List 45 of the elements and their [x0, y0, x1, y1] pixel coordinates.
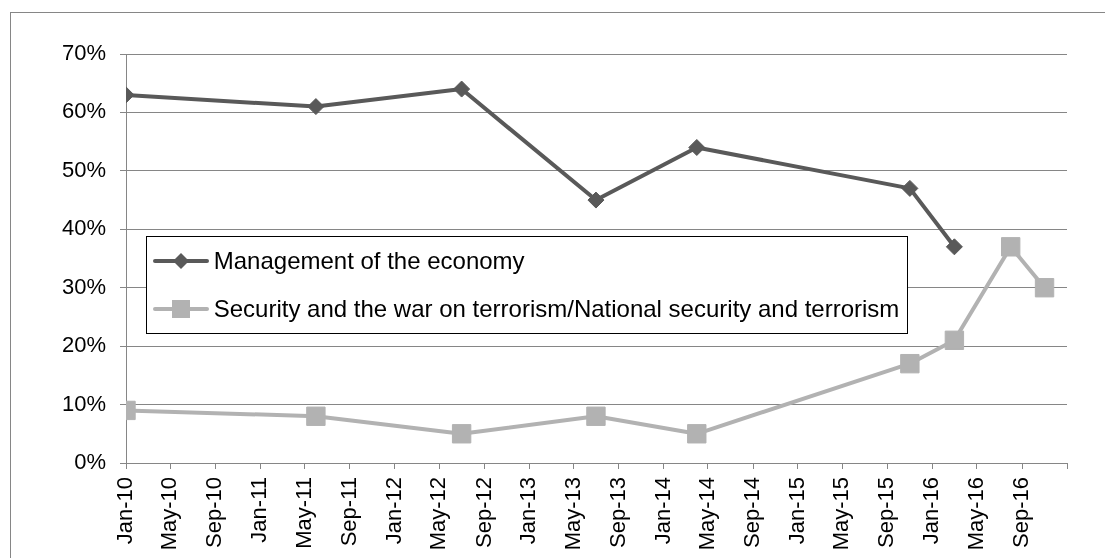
- x-tick-label: Jan-12: [380, 477, 406, 545]
- legend-label: Security and the war on terrorism/National security and terrorism: [213, 295, 900, 323]
- x-tick-label: Jan-14: [649, 477, 675, 545]
- x-tick-label: Sep-11: [335, 477, 361, 547]
- y-tick-label: 60%: [61, 98, 106, 124]
- point: [687, 424, 707, 444]
- y-tick-label: 40%: [61, 215, 106, 241]
- x-tick-label: May-11: [290, 477, 316, 549]
- x-tick-label: Sep-16: [1008, 477, 1034, 548]
- point: [451, 424, 472, 444]
- y-tick-label: 20%: [61, 332, 106, 358]
- x-tick-label: Jan-11: [246, 477, 272, 543]
- x-tick-label: May-10: [156, 477, 182, 551]
- point: [1001, 237, 1021, 257]
- point: [1034, 278, 1055, 298]
- x-tick-label: Sep-15: [873, 477, 899, 548]
- x-tick-label: Jan-10: [112, 477, 138, 545]
- x-tick-label: Jan-13: [515, 477, 541, 545]
- x-tick-label: May-15: [828, 477, 854, 551]
- y-tick-label: 70%: [61, 40, 106, 66]
- x-tick-label: Sep-10: [201, 477, 227, 548]
- x-tick-label: Sep-13: [604, 477, 630, 548]
- point: [453, 80, 471, 98]
- legend-label: Management of the economy: [213, 247, 525, 275]
- y-tick-label: 30%: [61, 273, 106, 299]
- point: [944, 330, 965, 350]
- point: [586, 406, 606, 426]
- y-tick-label: 0%: [74, 449, 106, 475]
- x-tick-label: Sep-14: [739, 477, 765, 548]
- x-tick-label: May-13: [559, 477, 585, 551]
- point: [901, 179, 919, 197]
- point: [688, 138, 706, 156]
- point: [900, 353, 920, 374]
- x-tick-label: Jan-15: [784, 477, 810, 545]
- x-tick-label: Jan-16: [918, 477, 944, 545]
- point: [587, 191, 605, 209]
- x-tick-label: May-12: [425, 477, 451, 551]
- point: [307, 98, 325, 116]
- y-tick-label: 10%: [61, 390, 106, 416]
- point: [306, 406, 326, 426]
- x-tick-label: May-14: [693, 477, 719, 551]
- point: [945, 238, 963, 256]
- x-tick-label: Sep-12: [470, 477, 496, 548]
- x-tick-label: May-16: [962, 477, 988, 551]
- y-tick-label: 50%: [61, 156, 106, 182]
